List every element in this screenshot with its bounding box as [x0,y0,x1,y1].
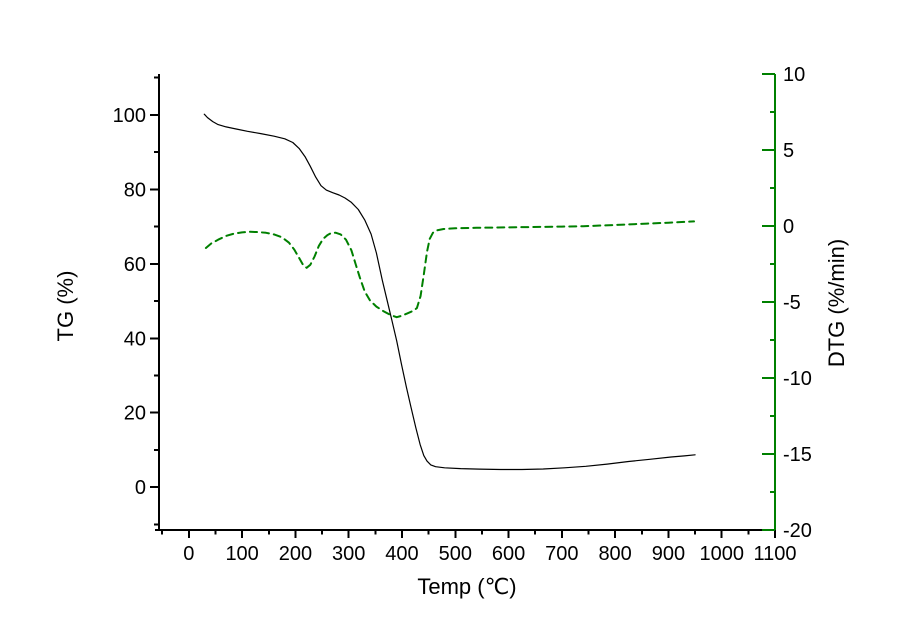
right-tick-label: -5 [783,292,801,314]
series-dtg-curve [204,220,695,319]
x-tick-label: 800 [598,543,631,565]
right-tick-label: -15 [783,444,812,466]
right-tick-label: -10 [783,368,812,390]
x-tick-label: 700 [545,543,578,565]
left-tick-label: 40 [124,328,146,350]
right-axis-title: DTG (%/min) [824,238,849,368]
left-axis-title: TG (%) [53,270,78,342]
x-tick-label: 1000 [699,543,744,565]
left-tick-label: 60 [124,254,146,276]
x-axis-title: Temp (℃) [417,574,517,599]
left-tick-label: 20 [124,403,146,425]
left-tick-label: 100 [113,105,146,127]
x-tick-label: 0 [183,543,194,565]
x-tick-label: 200 [279,543,312,565]
right-tick-label: 0 [783,216,794,238]
left-tick-label: 0 [135,477,146,499]
x-tick-label: 400 [385,543,418,565]
x-tick-label: 600 [492,543,525,565]
left-tick-label: 80 [124,179,146,201]
x-tick-label: 900 [652,543,685,565]
series-tg-curve [203,113,696,471]
x-tick-label: 300 [332,543,365,565]
right-tick-label: 10 [783,64,805,86]
x-tick-label: 500 [439,543,472,565]
x-tick-label: 1100 [753,543,796,565]
x-tick-label: 100 [225,543,258,565]
right-tick-label: 5 [783,140,794,162]
right-tick-label: -20 [783,520,812,542]
